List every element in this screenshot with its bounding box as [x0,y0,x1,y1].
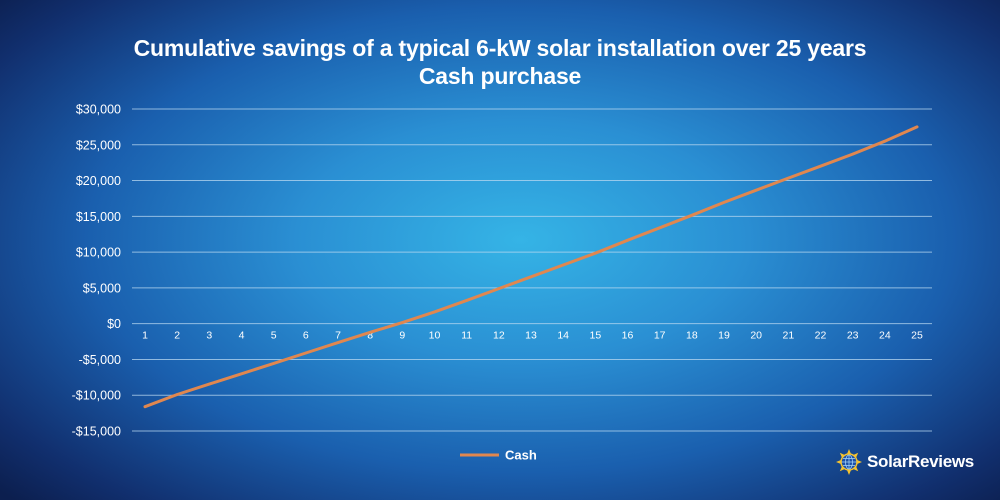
y-tick-label: -$10,000 [72,389,121,403]
x-tick-label: 15 [589,330,601,342]
x-tick-label: 12 [493,330,505,342]
x-tick-label: 20 [750,330,762,342]
x-tick-label: 18 [686,330,698,342]
x-tick-label: 6 [303,330,309,342]
x-tick-label: 14 [557,330,569,342]
chart-title: Cumulative savings of a typical 6-kW sol… [133,35,867,61]
x-tick-label: 4 [239,330,245,342]
x-tick-label: 7 [335,330,341,342]
sun-globe-icon [836,449,862,475]
data-point [690,213,694,217]
x-tick-label: 21 [782,330,794,342]
y-tick-label: $20,000 [76,174,121,188]
data-point [465,299,468,302]
chart-subtitle: Cash purchase [418,63,582,89]
data-point [497,287,501,290]
data-point [915,125,919,129]
data-point [272,362,275,365]
x-tick-label: 23 [847,330,859,342]
data-point [240,372,243,376]
data-point [529,275,533,279]
x-tick-label: 8 [367,330,373,342]
x-tick-label: 13 [525,330,537,342]
x-tick-label: 22 [815,330,827,342]
data-point [722,201,726,204]
y-tick-label: -$5,000 [79,353,121,367]
data-point [304,351,308,355]
data-point [336,341,340,344]
data-point [433,310,436,314]
x-tick-label: 9 [399,330,405,342]
x-tick-label: 5 [271,330,277,342]
y-tick-label: $25,000 [76,138,121,152]
data-point [754,188,758,192]
x-tick-label: 3 [206,330,212,342]
data-point [143,405,147,408]
x-tick-label: 17 [654,330,666,342]
data-point [561,263,565,267]
logo-text: SolarReviews [867,452,974,471]
x-tick-label: 19 [718,330,730,342]
data-point [594,251,597,255]
y-tick-label: $5,000 [83,281,121,295]
legend-label: Cash [505,448,537,463]
data-point [851,152,854,156]
data-point [208,382,211,386]
solarreviews-logo: SolarReviews [836,447,974,477]
data-point [819,164,822,168]
y-tick-label: $10,000 [76,246,121,260]
x-tick-label: 11 [461,330,472,342]
data-point [787,176,790,180]
data-point [883,139,887,143]
y-tick-label: $30,000 [76,103,121,117]
x-tick-label: 1 [142,330,148,342]
data-point [175,393,179,396]
x-tick-label: 2 [174,330,180,342]
series-line-cash [143,125,919,409]
data-point [626,239,629,242]
data-point [368,330,372,334]
x-tick-label: 25 [911,330,923,342]
x-tick-label: 10 [429,330,441,342]
y-tick-label: $15,000 [76,210,121,224]
data-point [658,226,661,230]
x-tick-label: 16 [622,330,634,342]
y-tick-label: $0 [107,317,121,331]
data-point [401,321,404,324]
y-tick-label: -$15,000 [72,425,121,439]
x-tick-label: 24 [879,330,891,342]
